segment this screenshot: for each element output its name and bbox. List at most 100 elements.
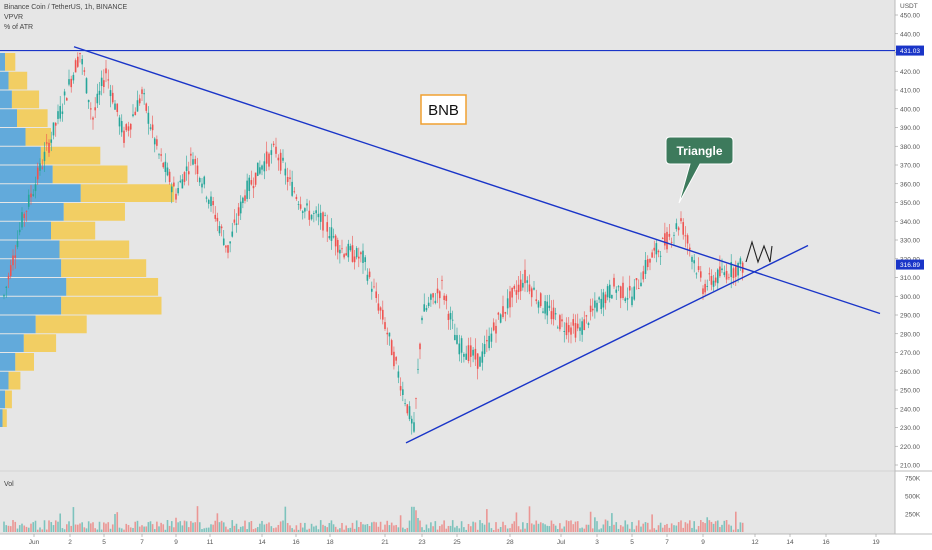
volume-bar [3, 521, 5, 532]
volume-bar [686, 523, 689, 532]
price-axis[interactable]: 450.00440.00430.00420.00410.00400.00390.… [895, 13, 920, 470]
volume-bar [604, 519, 607, 532]
volume-bar [454, 527, 456, 532]
candle-body [275, 146, 277, 154]
date-axis[interactable]: Jun 2 5 7 9 11 14 16 18 21 23 25 28 Jul 3 5 7 9 12 14 16 19 [29, 534, 880, 546]
candle-body [212, 201, 214, 206]
volume-bar [602, 524, 605, 532]
candle-body [205, 197, 208, 199]
volume-bar [735, 511, 737, 532]
volume-bar [282, 520, 284, 532]
candle-body [552, 307, 555, 320]
candle-body [631, 296, 633, 306]
candle-body [203, 176, 206, 185]
volume-bar [716, 520, 719, 532]
candle-body [317, 213, 320, 218]
pattern-callout[interactable]: Triangle [665, 136, 734, 204]
volume-bar [554, 525, 557, 532]
candle-body [299, 204, 302, 209]
vpvr-buy-bar [0, 353, 16, 371]
volume-bar [617, 528, 620, 532]
volume-bar [57, 521, 59, 532]
ticker-box[interactable]: BNB [420, 94, 467, 125]
date-tick-label: 9 [701, 539, 705, 546]
volume-bar [640, 526, 642, 532]
volume-bar [166, 520, 169, 532]
vpvr-buy-bar [0, 203, 64, 221]
volume-bar [495, 522, 497, 532]
volume-bar [447, 525, 450, 532]
projection-path[interactable] [745, 240, 773, 264]
volume-bar [526, 522, 529, 532]
indicator-atr[interactable]: % of ATR [4, 24, 34, 31]
price-tick-label: 390.00 [900, 125, 920, 132]
price-tick-label: 310.00 [900, 275, 920, 282]
date-tick-label: 19 [872, 539, 880, 546]
candle-body [355, 248, 358, 258]
candle-body [237, 207, 240, 216]
candle-body [393, 351, 395, 367]
candle-body [279, 152, 282, 171]
volume-bar [90, 523, 92, 532]
volume-bar [474, 522, 477, 532]
volume-bar [268, 522, 270, 532]
currency-label: USDT [900, 3, 918, 10]
vpvr-sell-bar [5, 53, 16, 71]
candle-body [222, 238, 225, 246]
upper-trendline[interactable] [73, 46, 881, 315]
volume-bar [177, 522, 179, 532]
volume-bar [151, 524, 154, 532]
price-tick-label: 370.00 [900, 163, 920, 170]
candle-body [341, 248, 343, 250]
volume-bar [239, 526, 242, 532]
date-tick-label: 14 [258, 539, 266, 546]
candle-body [689, 247, 691, 250]
candle-body [397, 371, 400, 378]
price-tick-label: 400.00 [900, 106, 920, 113]
volume-bar [43, 520, 46, 532]
date-tick-label: 16 [292, 539, 300, 546]
candle-body [702, 288, 704, 294]
volume-bar [277, 524, 280, 532]
volume-bar [52, 525, 55, 532]
candle-body [377, 303, 380, 311]
volume-bar [105, 523, 107, 532]
volume-bar [336, 529, 339, 532]
volume-bar [441, 524, 443, 532]
candle-body [25, 211, 28, 212]
volume-bar [351, 522, 354, 532]
candle-body [535, 299, 538, 302]
volume-bar [397, 527, 400, 532]
lower-trendline[interactable] [405, 244, 809, 444]
candle-body [530, 288, 533, 298]
candle-body [216, 217, 219, 222]
volume-bar [68, 521, 70, 532]
volume-bar [677, 522, 680, 532]
volume-bar [739, 522, 742, 532]
volume-bar [680, 520, 682, 532]
candle-body [419, 343, 421, 350]
indicator-vpvr[interactable]: VPVR [4, 14, 24, 21]
symbol-title[interactable]: Binance Coin / TetherUS, 1h, BINANCE [4, 4, 128, 11]
volume-profile [0, 53, 175, 427]
volume-bar [222, 522, 225, 532]
volume-bar [619, 525, 622, 532]
candle-body [32, 194, 35, 196]
candle-body [611, 294, 613, 299]
candle-body [371, 288, 373, 292]
volume-bar [737, 529, 739, 532]
vpvr-buy-bar [0, 334, 24, 352]
volume-bar [220, 520, 223, 532]
volume-bar [594, 517, 596, 532]
candle-body [181, 179, 184, 189]
volume-bar [695, 529, 698, 532]
volume-bar [537, 523, 540, 532]
volume-bar [231, 520, 234, 532]
candle-body [132, 114, 134, 117]
volume-bar [111, 524, 114, 532]
volume-bar [214, 520, 217, 532]
candle-body [644, 260, 647, 274]
candle-body [207, 199, 210, 204]
volume-bar [30, 523, 32, 532]
